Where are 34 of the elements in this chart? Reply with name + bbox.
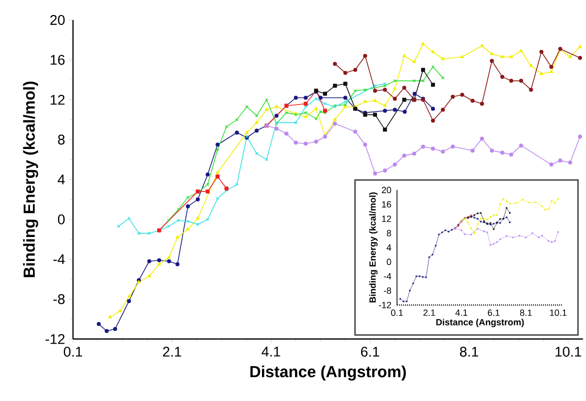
y-tick-label: 12 [382,216,392,222]
y-tick-label: 12 [50,94,65,105]
y-axis-title: Binding Energy (kcal/mol) [23,82,38,278]
x-tick-label: 4.1 [262,346,280,356]
x-axis-title: Distance (Angstrom) [250,366,406,381]
x-axis-title: Distance (Angstrom) [436,318,524,328]
y-tick-label: -12 [46,334,65,344]
y-tick-label: -8 [53,294,65,304]
x-tick-label: 2.1 [163,346,182,357]
y-tick-label: 8 [58,134,65,145]
y-tick-label: 4 [386,244,392,251]
y-tick-label: -8 [384,287,392,294]
y-tick-label: -12 [378,302,392,308]
x-tick-label: 0.1 [391,310,403,316]
x-tick-label: 0.1 [64,346,82,357]
y-tick-label: 20 [382,186,392,194]
x-tick-label: 8.1 [460,346,478,357]
y-axis-title: Binding Energy (kcal/mol) [369,192,378,302]
x-tick-label: 6.1 [488,310,500,316]
y-tick-label: 0 [386,258,392,266]
x-tick-label: 6.1 [361,346,380,357]
y-tick-label: 4 [58,174,65,184]
y-tick-label: 0 [58,214,65,224]
y-tick-label: 16 [50,54,65,65]
y-tick-label: 8 [386,230,392,236]
y-tick-label: 16 [382,201,392,208]
x-tick-label: 2.1 [423,310,436,316]
x-tick-label: 10.1 [550,310,566,316]
x-tick-label: 8.1 [520,310,532,316]
x-tick-label: 10.1 [556,346,582,357]
x-tick-label: 4.1 [455,310,468,316]
y-tick-label: 20 [50,15,65,25]
y-tick-label: -4 [384,273,392,280]
y-tick-label: -4 [53,254,65,264]
